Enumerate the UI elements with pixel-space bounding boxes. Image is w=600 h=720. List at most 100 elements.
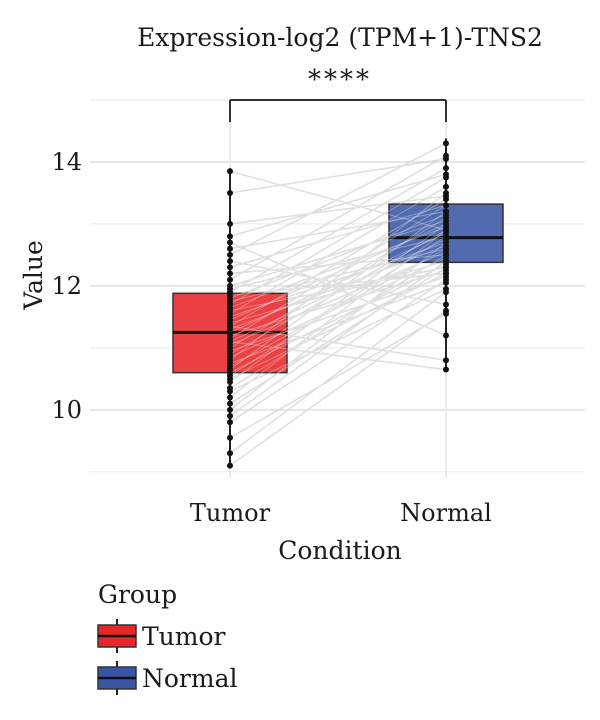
pair-line [229, 266, 447, 405]
pair-line-overlay [229, 248, 447, 367]
point-tumor [227, 233, 233, 240]
point-normal [443, 165, 449, 172]
point-normal [443, 332, 449, 339]
pair-line [229, 142, 447, 256]
pair-line-overlay [229, 198, 447, 327]
pair-line-overlay [229, 217, 447, 349]
point-normal [443, 193, 449, 200]
pair-line-overlay [229, 211, 447, 250]
point-normal [443, 310, 449, 317]
point-tumor [227, 239, 233, 246]
pair-line-overlay [229, 204, 447, 268]
point-normal [443, 140, 449, 147]
pair-line [229, 158, 447, 194]
pair-line-overlay [229, 266, 447, 405]
legend: Group Tumor Normal [97, 580, 237, 695]
point-normal [443, 286, 449, 292]
point-tumor [227, 264, 233, 271]
pair-line-overlay [229, 260, 447, 417]
x-axis-ticks: Tumor Normal [190, 499, 492, 527]
significance-label: **** [308, 65, 372, 95]
pair-line-overlay [229, 167, 447, 293]
point-tumor [227, 413, 233, 420]
legend-title: Group [98, 580, 177, 609]
pair-line [229, 279, 447, 423]
pair-line-overlay [229, 195, 447, 225]
point-tumor [227, 276, 233, 283]
pair-line-overlay [229, 263, 447, 374]
pair-line-overlay [229, 291, 447, 454]
pair-line-overlay [229, 238, 447, 343]
pair-line-overlay [229, 257, 447, 358]
pair-line-overlay [229, 341, 447, 371]
pair-line-overlay [229, 313, 447, 439]
pair-line-overlay [229, 254, 447, 275]
data-points [227, 140, 449, 469]
pair-line-overlay [229, 223, 447, 321]
point-tumor [227, 282, 233, 289]
pair-line-overlay [229, 223, 447, 383]
pair-line-overlay [229, 325, 447, 361]
pair-line [229, 260, 447, 417]
point-tumor [227, 323, 233, 330]
pair-line-overlay [229, 242, 447, 411]
point-tumor [227, 270, 233, 277]
point-tumor [227, 406, 233, 413]
legend-item-tumor: Tumor [97, 619, 226, 653]
point-normal [443, 202, 449, 209]
point-normal [443, 301, 449, 308]
pair-line [229, 241, 447, 337]
pair-line-overlay [229, 204, 447, 339]
pair-line-overlay [229, 288, 447, 392]
pair-line-overlay [229, 310, 447, 467]
point-normal [443, 366, 449, 373]
significance-bracket: **** [229, 65, 447, 122]
point-normal [443, 208, 449, 215]
point-tumor [227, 434, 233, 441]
legend-item-normal: Normal [97, 661, 237, 695]
point-normal [443, 279, 449, 286]
pair-line-overlay [229, 273, 447, 380]
point-normal [443, 217, 449, 224]
point-tumor [227, 220, 233, 227]
pair-line-overlay [229, 211, 447, 370]
point-tumor [227, 450, 233, 457]
pair-line-overlay [229, 242, 447, 336]
point-tumor [227, 251, 233, 258]
point-normal [443, 239, 449, 246]
pair-line-overlay [229, 276, 447, 352]
pair-line-overlay [229, 158, 447, 194]
boxes [172, 138, 504, 467]
pair-line-overlay [229, 177, 447, 305]
point-tumor [227, 189, 233, 196]
pair-line-overlay [229, 173, 447, 237]
pair-line [229, 155, 447, 281]
point-tumor [227, 400, 233, 407]
y-tick-label: 12 [51, 272, 82, 300]
point-normal [443, 227, 449, 234]
y-tick-label: 10 [51, 396, 82, 424]
point-normal [443, 183, 449, 190]
y-axis-label: Value [19, 240, 48, 311]
point-tumor [227, 419, 233, 426]
pair-line [229, 195, 447, 225]
pair-line-overlay [229, 235, 447, 290]
x-tick-label: Tumor [190, 499, 271, 527]
pair-line-overlay [229, 155, 447, 281]
point-tumor [227, 258, 233, 265]
pair-line [229, 260, 447, 306]
pair-line-overlay [229, 260, 447, 324]
pair-line [229, 288, 447, 392]
point-tumor [227, 394, 233, 401]
y-tick-label: 14 [51, 148, 82, 176]
y-axis-ticks: 10 12 14 [51, 148, 82, 424]
pair-line-overlay [229, 220, 447, 287]
point-normal [443, 171, 449, 178]
point-tumor [227, 168, 233, 175]
pair-line-overlay [229, 186, 447, 315]
pair-line-overlay [229, 229, 447, 398]
pair-line-overlay [229, 248, 447, 302]
point-normal [443, 270, 449, 277]
legend-label: Tumor [142, 622, 226, 651]
